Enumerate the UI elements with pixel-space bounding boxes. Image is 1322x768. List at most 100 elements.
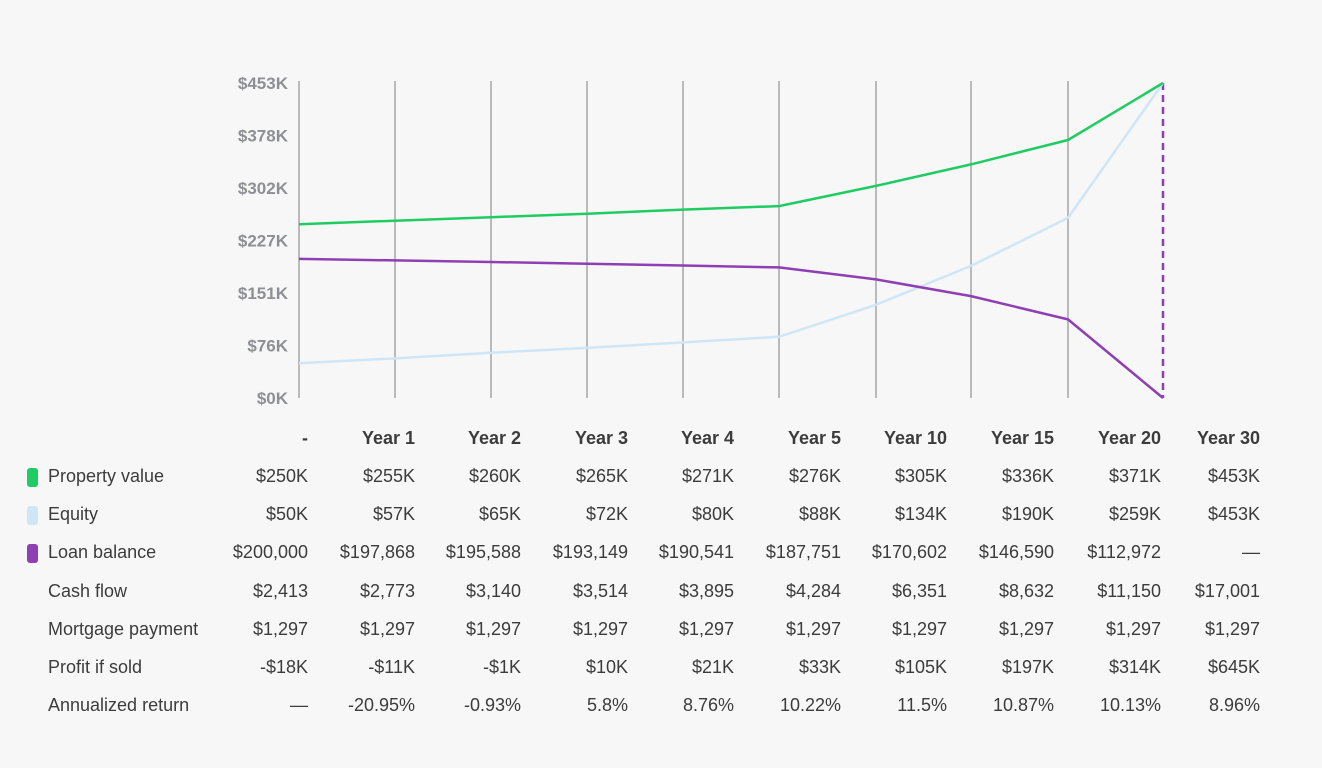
legend-swatch xyxy=(27,544,38,564)
table-cell: $255K xyxy=(362,466,415,486)
table-cell: $80K xyxy=(691,504,734,525)
table-cell: $250K xyxy=(255,466,308,486)
table-cell: $371K xyxy=(1108,466,1161,486)
table-cell: $134K xyxy=(894,504,947,525)
gridlines xyxy=(298,81,1165,398)
table-cell: $1,297 xyxy=(465,618,521,639)
y-tick-label: $76K xyxy=(247,337,288,356)
table-cell: $3,514 xyxy=(572,580,628,601)
table-cell: $1,297 xyxy=(1105,618,1161,639)
y-tick-label: $302K xyxy=(238,179,289,198)
table-cell: $336K xyxy=(1001,466,1054,486)
table-cell: $314K xyxy=(1108,657,1161,677)
table-cell: $1,297 xyxy=(252,618,308,639)
table-cell: $197,868 xyxy=(339,542,415,563)
table-cell: $2,413 xyxy=(252,580,308,601)
table-cell: $10K xyxy=(585,657,628,677)
table-cell: 10.13% xyxy=(1099,695,1161,716)
column-header: Year 15 xyxy=(990,428,1054,448)
row-label: Equity xyxy=(48,504,99,525)
table-cell: $1,297 xyxy=(678,618,734,639)
column-header: Year 1 xyxy=(361,428,415,448)
y-tick-label: $453K xyxy=(238,74,289,93)
table-cell: 10.87% xyxy=(992,695,1054,716)
table-cell: $195,588 xyxy=(445,542,521,563)
column-header: Year 2 xyxy=(467,428,521,448)
table-cell: $65K xyxy=(478,504,521,525)
table-cell: $11,150 xyxy=(1097,580,1161,601)
legend-swatch xyxy=(27,468,38,487)
table-cell: $50K xyxy=(265,504,308,525)
row-label: Property value xyxy=(48,466,165,486)
y-axis-ticks: $0K $76K $151K $227K $302K $378K $453K xyxy=(238,74,289,408)
table-cell: $33K xyxy=(798,657,841,677)
table-cell: $276K xyxy=(788,466,841,486)
column-header: - xyxy=(302,428,308,448)
series-line-loan-balance xyxy=(298,257,1164,399)
table-cell: $6,351 xyxy=(891,580,947,601)
column-header: Year 5 xyxy=(787,428,841,448)
table-cell: $21K xyxy=(691,657,734,677)
table-cell: -0.93% xyxy=(463,695,521,716)
y-tick-label: $151K xyxy=(238,284,289,303)
table-cell: $17,001 xyxy=(1194,580,1260,601)
table-cell: $265K xyxy=(575,466,628,486)
table-cell: -$11K xyxy=(368,657,415,677)
series-lines xyxy=(298,81,1165,399)
table-cell: — xyxy=(1242,542,1260,563)
table-cell: $146,590 xyxy=(978,542,1054,563)
table-cell: $187,751 xyxy=(765,542,841,563)
table-cell: 11.5% xyxy=(897,695,947,716)
column-header: Year 4 xyxy=(680,428,734,448)
table-cell: $72K xyxy=(585,504,628,525)
table-cell: $259K xyxy=(1108,504,1161,525)
row-label: Loan balance xyxy=(48,542,157,563)
y-tick-label: $227K xyxy=(238,232,289,251)
table-cell: 8.96% xyxy=(1208,695,1260,716)
column-header: Year 3 xyxy=(574,428,628,448)
table-cell: $1,297 xyxy=(785,618,841,639)
row-label: Annualized return xyxy=(48,695,190,716)
table-cell: $271K xyxy=(681,466,734,486)
column-header: Year 30 xyxy=(1196,428,1260,448)
table-cell: 8.76% xyxy=(682,695,734,716)
table-cell: $260K xyxy=(468,466,521,486)
table-cell: $1,297 xyxy=(998,618,1054,639)
table-cell: $2,773 xyxy=(359,580,415,601)
table-cell: $3,895 xyxy=(678,580,734,601)
table-cell: $190K xyxy=(1001,504,1054,525)
row-label: Mortgage payment xyxy=(48,618,199,639)
table-cell: -20.95% xyxy=(347,695,415,716)
table-cell: $1,297 xyxy=(1204,618,1260,639)
column-header: Year 20 xyxy=(1097,428,1161,448)
table-cell: $57K xyxy=(372,504,415,525)
table-cell: $1,297 xyxy=(572,618,628,639)
table-cell: -$1K xyxy=(482,657,521,677)
table-cell: 5.8% xyxy=(586,695,628,716)
series-line-property-value xyxy=(298,81,1164,226)
table-cell: $193,149 xyxy=(552,542,628,563)
table-cell: 10.22% xyxy=(779,695,841,716)
row-label: Profit if sold xyxy=(48,657,143,677)
table-cell: $4,284 xyxy=(785,580,841,601)
table-cell: $453K xyxy=(1207,504,1260,525)
table-cell: $1,297 xyxy=(359,618,415,639)
line-chart: $0K $76K $151K $227K $302K $378K $453K xyxy=(238,74,1165,408)
series-line-equity xyxy=(298,82,1165,365)
table-cell: -$18K xyxy=(259,657,308,677)
table-cell: $200,000 xyxy=(232,542,308,563)
table-cell: $8,632 xyxy=(998,580,1054,601)
y-tick-label: $0K xyxy=(257,389,289,408)
table-cell: $197K xyxy=(1001,657,1054,677)
table-cell: $88K xyxy=(798,504,841,525)
table-cell: $3,140 xyxy=(465,580,521,601)
legend-swatch xyxy=(27,506,38,526)
table-cell: $645K xyxy=(1207,657,1260,677)
table-cell: $105K xyxy=(894,657,947,677)
table-cell: $453K xyxy=(1207,466,1260,486)
table-cell: $1,297 xyxy=(891,618,947,639)
y-tick-label: $378K xyxy=(238,127,289,146)
table-cell: $305K xyxy=(894,466,947,486)
row-label: Cash flow xyxy=(48,580,128,601)
column-header: Year 10 xyxy=(883,428,947,448)
